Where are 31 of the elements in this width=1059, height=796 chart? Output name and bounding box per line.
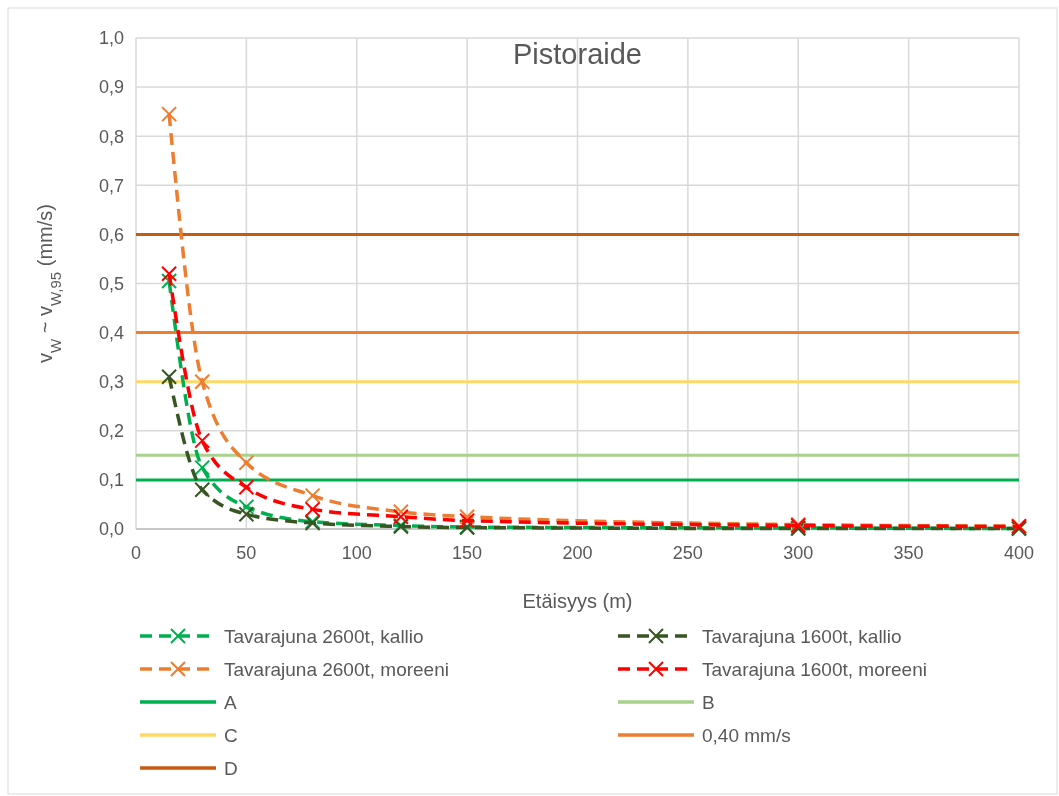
x-tick-label: 200 (562, 543, 593, 563)
y-tick-label: 0,7 (98, 175, 124, 196)
x-tick-label: 150 (452, 543, 483, 563)
legend-label: A (224, 691, 237, 713)
legend-label: C (224, 724, 238, 746)
y-tick-label: 0,2 (98, 421, 124, 442)
x-tick-label: 400 (1003, 543, 1035, 563)
x-tick-label: 100 (341, 543, 372, 563)
x-tick-label: 250 (672, 543, 703, 563)
y-tick-label: 0,1 (98, 470, 124, 491)
y-tick-label: 0,9 (98, 77, 124, 98)
y-tick-label: 0,5 (98, 273, 124, 294)
x-tick-label: 0 (130, 543, 142, 563)
x-axis-title: Etäisyys (m) (522, 590, 633, 612)
x-tick-label: 300 (783, 543, 814, 563)
legend-label: Tavarajuna 2600t, kallio (224, 625, 424, 647)
y-tick-label: 0,3 (98, 372, 124, 392)
legend-label: Tavarajuna 2600t, moreeni (224, 658, 449, 680)
x-tick-label: 350 (893, 543, 924, 563)
legend-label: D (224, 757, 238, 779)
chart-title: Pistoraide (513, 38, 642, 70)
y-tick-label: 1,0 (98, 28, 124, 49)
y-tick-label: 0,8 (98, 126, 124, 147)
x-tick-label: 50 (236, 543, 257, 563)
y-tick-label: 0,6 (98, 224, 124, 245)
legend-label: B (702, 691, 715, 713)
y-tick-label: 0,0 (98, 519, 124, 540)
y-tick-label: 0,4 (98, 322, 124, 343)
legend-label: Tavarajuna 1600t, moreeni (702, 658, 927, 680)
legend-label: Tavarajuna 1600t, kallio (702, 625, 902, 647)
legend-label: 0,40 mm/s (702, 724, 791, 746)
